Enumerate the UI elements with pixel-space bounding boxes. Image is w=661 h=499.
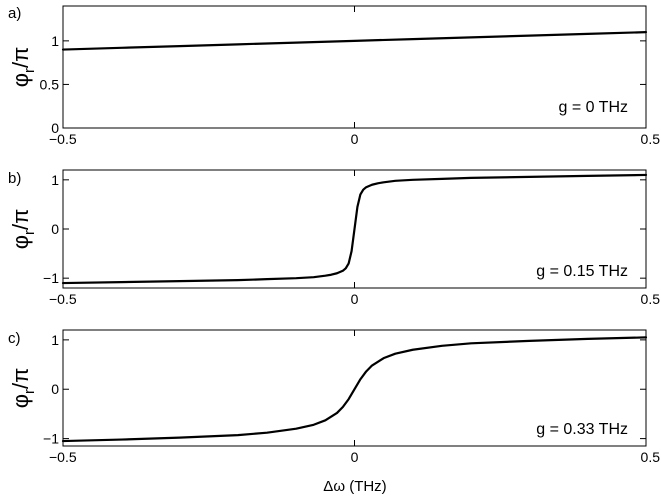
panel-b-xtick-label: 0.5 bbox=[641, 291, 661, 307]
panel-a-series-line bbox=[61, 31, 648, 51]
panel-c-series-line bbox=[61, 336, 648, 443]
panel-b-annotation: g = 0.15 THz bbox=[536, 263, 628, 280]
panel-b-ytick-label: 0 bbox=[51, 221, 59, 237]
y-label-phi: φ bbox=[8, 235, 33, 249]
panel-b-series-line bbox=[61, 173, 648, 285]
panel-b-y-axis-label: φr/π bbox=[8, 209, 38, 250]
panel-c-xtick-label: 0 bbox=[351, 449, 359, 465]
panel-a-xtick-label: 0.5 bbox=[641, 131, 661, 147]
panel-c-xtick-label: −0.5 bbox=[49, 449, 77, 465]
y-label-phi: φ bbox=[8, 394, 33, 408]
panel-b: −0.5 0 0.5 −1 0 1 b) g = 0.15 THz φr/π bbox=[8, 169, 661, 307]
panel-a-y-axis-label: φr/π bbox=[8, 47, 38, 88]
panel-a-annotation: g = 0 THz bbox=[558, 99, 628, 116]
panel-c-label: c) bbox=[8, 330, 21, 347]
y-label-subscript: r bbox=[21, 389, 38, 394]
y-label-over-pi: /π bbox=[8, 368, 33, 389]
y-label-over-pi: /π bbox=[8, 47, 33, 68]
y-label-subscript: r bbox=[21, 68, 38, 73]
panel-a-ytick-label: 1 bbox=[51, 33, 59, 49]
panel-b-ytick-label: 1 bbox=[51, 172, 59, 188]
panel-c-y-axis-label: φr/π bbox=[8, 368, 38, 409]
y-label-over-pi: /π bbox=[8, 209, 33, 230]
y-label-phi: φ bbox=[8, 73, 33, 87]
panel-c-ytick-label: 0 bbox=[51, 381, 59, 397]
panel-c-xtick-label: 0.5 bbox=[641, 449, 661, 465]
panel-a-xtick-label: −0.5 bbox=[49, 131, 77, 147]
panel-a-ytick-label: 0 bbox=[51, 120, 59, 136]
panel-c-ytick-label: 1 bbox=[51, 332, 59, 348]
y-label-subscript: r bbox=[21, 230, 38, 235]
panel-a-ytick-label: 0.5 bbox=[40, 76, 60, 92]
panel-c-ytick-label: −1 bbox=[43, 431, 59, 447]
panel-a-label: a) bbox=[8, 5, 21, 22]
panel-c: −0.5 0 0.5 −1 0 1 c) g = 0.33 THz φr/π bbox=[8, 329, 661, 465]
panel-b-xtick-label: −0.5 bbox=[49, 291, 77, 307]
panel-a-xtick-label: 0 bbox=[351, 131, 359, 147]
panel-b-label: b) bbox=[8, 170, 21, 187]
panel-b-ytick-label: −1 bbox=[43, 270, 59, 286]
x-axis-label: Δω (THz) bbox=[323, 478, 386, 495]
panel-c-annotation: g = 0.33 THz bbox=[536, 421, 628, 438]
panel-b-xtick-label: 0 bbox=[351, 291, 359, 307]
